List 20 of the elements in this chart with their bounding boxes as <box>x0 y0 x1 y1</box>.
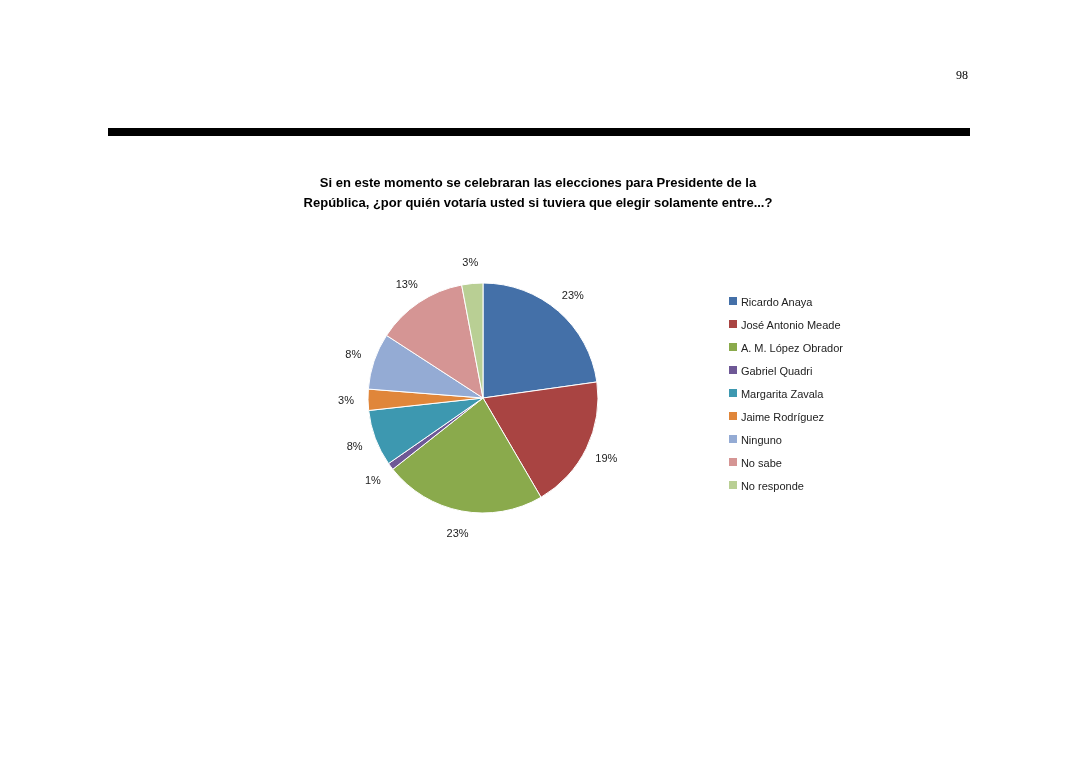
legend-label: No responde <box>740 479 804 492</box>
data-label: 23% <box>561 288 585 301</box>
data-label: 3% <box>338 394 355 407</box>
data-label: 8% <box>345 348 362 361</box>
legend-label: A. M. López Obrador <box>740 341 843 354</box>
legend-label: José Antonio Meade <box>740 318 841 331</box>
data-label: 23% <box>446 526 469 539</box>
chart-title: Si en este momento se celebraran las elecciones para Presidente de la República, ¿por quién votaría usted si tuviera que elegir solamente entre...? <box>302 174 774 212</box>
legend-label: Jaime Rodríguez <box>740 410 825 423</box>
data-label: 19% <box>595 451 618 464</box>
data-label: 3% <box>462 255 479 268</box>
legend-label: Gabriel Quadri <box>740 364 813 377</box>
legend-label: No sabe <box>740 456 782 469</box>
text: 98 <box>956 68 968 83</box>
legend-label: Ricardo Anaya <box>740 295 813 308</box>
data-label: 13% <box>395 278 418 291</box>
legend-label: Margarita Zavala <box>740 387 824 400</box>
data-label: 1% <box>364 473 382 486</box>
data-label: 8% <box>346 439 363 452</box>
legend-label: Ninguno <box>740 433 782 446</box>
